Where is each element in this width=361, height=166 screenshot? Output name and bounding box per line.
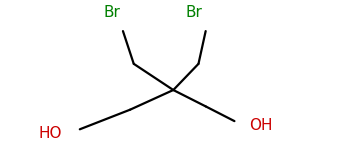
- Text: OH: OH: [249, 118, 272, 133]
- Text: Br: Br: [186, 5, 203, 20]
- Text: Br: Br: [103, 5, 120, 20]
- Text: HO: HO: [39, 126, 62, 141]
